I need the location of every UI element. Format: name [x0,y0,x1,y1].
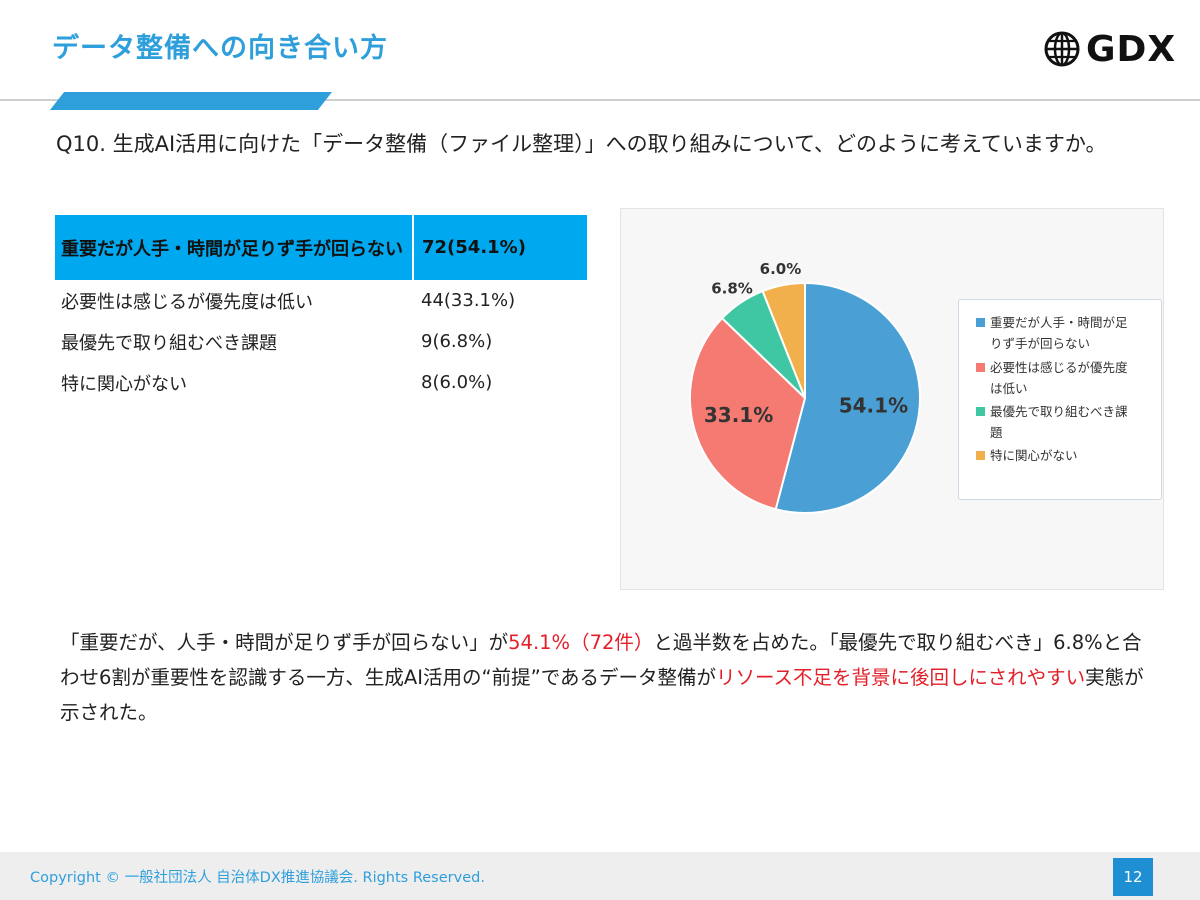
summary-text: 「重要だが、人手・時間が足りず手が回らない」が54.1%（72件）と過半数を占め… [60,625,1160,730]
footer: Copyright © 一般社団法人 自治体DX推進協議会. Rights Re… [0,852,1200,900]
pie-slice-label: 54.1% [839,393,908,417]
legend-label-cont: りず手が回らない [990,336,1091,351]
legend-swatch [976,318,985,327]
summary-part: と過半数を占めた。「最優先で取り組むべき」6.8%と合わせ6割が重要性を認識する… [60,631,1142,689]
legend-label-cont: は低い [990,381,1028,396]
table-cell-value: 44(33.1%) [421,290,516,311]
legend-label: 重要だが人手・時間が足 [990,315,1128,330]
legend-item: 特に関心がない [976,445,1157,466]
table-cell-label: 必要性は感じるが優先度は低い [61,291,313,313]
summary-highlight: リソース不足を背景に後回しにされやすい [716,666,1086,689]
table-cell-value: 9(6.8%) [421,331,493,352]
pie-slice [761,281,806,399]
globe-icon [1044,31,1080,67]
table-cell-label: 重要だが人手・時間が足りず手が回らない [55,215,414,280]
summary-part: 実態が示された。 [60,666,1144,724]
legend-item: 必要性は感じるが優先度 は低い [976,357,1157,399]
table-row: 必要性は感じるが優先度は低い 44(33.1%) [55,280,587,321]
logo-text: GDX [1086,28,1177,70]
copyright-text: Copyright © 一般社団法人 自治体DX推進協議会. Rights Re… [30,870,485,886]
legend-label-cont: 題 [990,425,1003,440]
legend-swatch [976,451,985,460]
results-table: 重要だが人手・時間が足りず手が回らない 72(54.1%) 必要性は感じるが優先… [55,215,587,403]
summary-part: 「重要だが、人手・時間が足りず手が回らない」が [60,631,509,654]
table-cell-label: 特に関心がない [61,373,187,395]
table-cell-value: 72(54.1%) [413,215,587,280]
header-accent-bar [50,92,332,110]
table-cell-label: 最優先で取り組むべき課題 [61,332,277,354]
pie-slice-label: 6.8% [711,280,753,298]
page-title: データ整備への向き合い方 [52,33,388,64]
legend-item: 重要だが人手・時間が足 りず手が回らない [976,312,1157,354]
table-row: 最優先で取り組むべき課題 9(6.8%) [55,321,587,362]
question-text: Q10. 生成AI活用に向けた「データ整備（ファイル整理）」への取り組みについて… [56,132,1107,156]
pie-slice [689,316,807,511]
legend-swatch [976,407,985,416]
pie-slice [774,281,921,514]
legend-label: 特に関心がない [990,448,1078,463]
table-cell-value: 8(6.0%) [421,372,493,393]
pie-slice-label: 6.0% [760,260,802,278]
legend-label: 必要性は感じるが優先度 [990,360,1128,375]
legend-swatch [976,363,985,372]
pie-slice-label: 33.1% [704,403,773,427]
pie-chart: 54.1% 33.1% 6.8% 6.0% [689,260,921,514]
legend-item: 最優先で取り組むべき課 題 [976,401,1157,443]
header-divider [0,99,1200,101]
summary-highlight: 54.1%（72件） [508,631,654,654]
legend-label: 最優先で取り組むべき課 [990,404,1128,419]
chart-legend: 重要だが人手・時間が足 りず手が回らない 必要性は感じるが優先度 は低い 最優先… [958,299,1162,500]
gdx-logo: GDX [1043,28,1176,70]
table-row: 重要だが人手・時間が足りず手が回らない 72(54.1%) [55,215,587,280]
page-number: 12 [1113,858,1153,896]
table-row: 特に関心がない 8(6.0%) [55,362,587,403]
pie-chart-panel: 54.1% 33.1% 6.8% 6.0% 重要だが人手・時間が足 りず手が回らない … [620,208,1164,590]
